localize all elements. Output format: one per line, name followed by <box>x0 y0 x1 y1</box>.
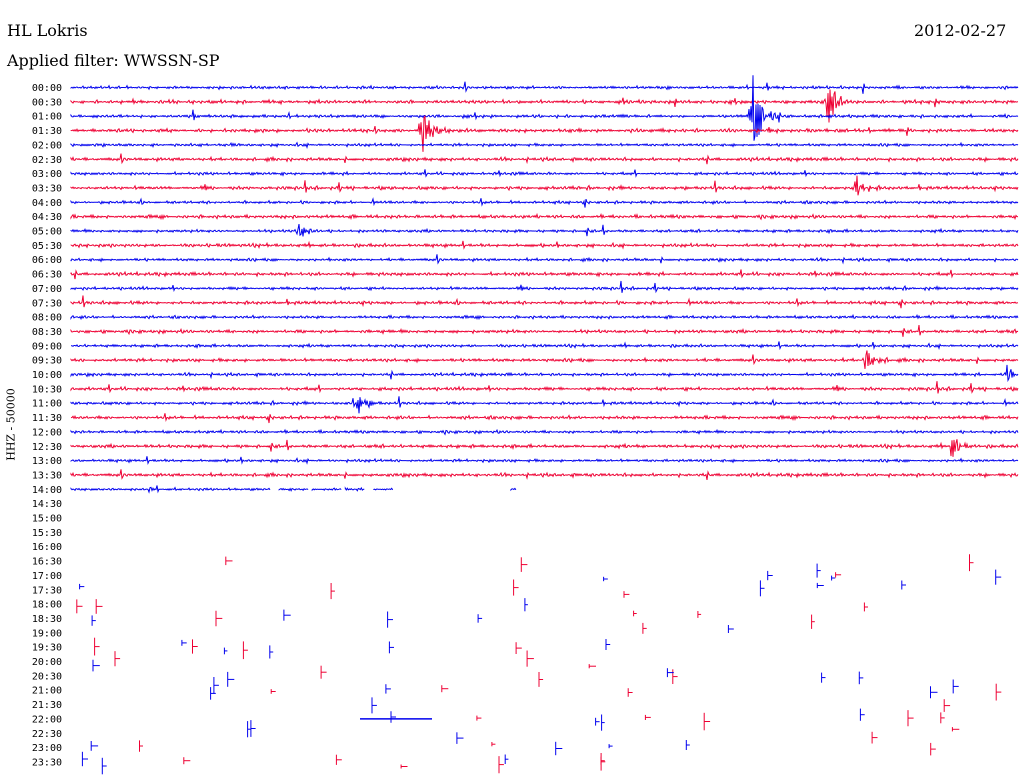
trace-row <box>71 341 1019 351</box>
tick-label: 15:30 <box>32 528 62 539</box>
trace-row <box>70 75 1019 141</box>
tick-label: 08:30 <box>32 327 62 338</box>
trace-row <box>70 280 1019 294</box>
trace-row <box>70 224 1019 237</box>
trace-row <box>344 486 365 492</box>
tick-label: 09:30 <box>32 356 62 367</box>
trace-row <box>70 456 1019 465</box>
trace-row <box>70 396 1019 414</box>
tick-label: 17:00 <box>32 571 62 582</box>
gap-segments <box>76 554 1002 775</box>
tick-label: 16:30 <box>32 557 62 568</box>
trace-row <box>70 141 1019 150</box>
tick-label: 23:00 <box>32 743 62 754</box>
tick-label: 03:00 <box>32 169 62 180</box>
trace-rows <box>70 75 1019 494</box>
tick-label: 16:00 <box>32 542 62 553</box>
trace-row <box>70 169 1019 178</box>
trace-row <box>510 487 517 492</box>
trace-row <box>70 364 1019 383</box>
tick-label: 23:30 <box>32 757 62 768</box>
tick-label: 01:00 <box>32 112 62 123</box>
tick-label: 06:30 <box>32 270 62 281</box>
tick-label: 19:30 <box>32 643 62 654</box>
trace-row <box>70 89 1019 123</box>
tick-label: 02:00 <box>32 140 62 151</box>
tick-label: 12:00 <box>32 427 62 438</box>
tick-label: 18:30 <box>32 614 62 625</box>
applied-filter-label: Applied filter: WWSSN-SP <box>7 51 220 70</box>
record-date: 2012-02-27 <box>914 21 1007 40</box>
trace-row <box>70 114 1019 152</box>
trace-row <box>70 325 1019 337</box>
trace-row <box>70 212 1019 221</box>
trace-row <box>70 81 1019 94</box>
tick-label: 19:00 <box>32 628 62 639</box>
tick-label: 01:30 <box>32 126 62 137</box>
trace-row <box>70 153 1019 165</box>
tick-label: 22:00 <box>32 714 62 725</box>
trace-row <box>70 381 1019 394</box>
tick-label: 13:00 <box>32 456 62 467</box>
trace-row <box>70 295 1019 309</box>
tick-label: 14:30 <box>32 499 62 510</box>
tick-label: 03:30 <box>32 183 62 194</box>
trace-row <box>70 240 1019 250</box>
tick-label: 04:30 <box>32 212 62 223</box>
trace-row <box>70 469 1019 480</box>
tick-label: 20:00 <box>32 657 62 668</box>
tick-labels: 00:00 00:30 01:00 01:30 02:00 02:30 03:00 03:30… <box>32 83 62 768</box>
tick-label: 05:30 <box>32 241 62 252</box>
trace-row <box>70 175 1019 196</box>
tick-label: 07:30 <box>32 298 62 309</box>
tick-label: 05:00 <box>32 227 62 238</box>
trace-row <box>70 269 1019 280</box>
tick-label: 15:00 <box>32 514 62 525</box>
tick-label: 13:30 <box>32 470 62 481</box>
trace-row <box>70 439 1019 457</box>
tick-label: 10:00 <box>32 370 62 381</box>
tick-label: 17:30 <box>32 585 62 596</box>
trace-row <box>70 350 1019 369</box>
trace-row <box>70 485 271 494</box>
tick-label: 20:30 <box>32 671 62 682</box>
tick-label: 06:00 <box>32 255 62 266</box>
tick-label: 14:00 <box>32 485 62 496</box>
tick-label: 11:00 <box>32 399 62 410</box>
trace-row <box>70 254 1019 265</box>
tick-label: 09:00 <box>32 341 62 352</box>
tick-label: 21:30 <box>32 700 62 711</box>
tick-label: 11:30 <box>32 413 62 424</box>
tick-label: 21:00 <box>32 686 62 697</box>
trace-row <box>70 313 1019 321</box>
tick-label: 22:30 <box>32 729 62 740</box>
tick-label: 12:30 <box>32 442 62 453</box>
trace-row <box>311 487 342 492</box>
tick-label: 00:00 <box>32 83 62 94</box>
trace-row <box>373 487 394 491</box>
trace-row <box>70 413 1019 424</box>
tick-label: 07:00 <box>32 284 62 295</box>
tick-label: 08:00 <box>32 313 62 324</box>
tick-label: 18:00 <box>32 600 62 611</box>
trace-row <box>70 428 1019 436</box>
tick-label: 02:30 <box>32 155 62 166</box>
trace-row <box>278 487 309 492</box>
tick-label: 00:30 <box>32 97 62 108</box>
station-name: HL Lokris <box>7 21 88 40</box>
tick-label: 10:30 <box>32 384 62 395</box>
trace-row <box>70 197 1019 208</box>
tick-label: 04:00 <box>32 198 62 209</box>
